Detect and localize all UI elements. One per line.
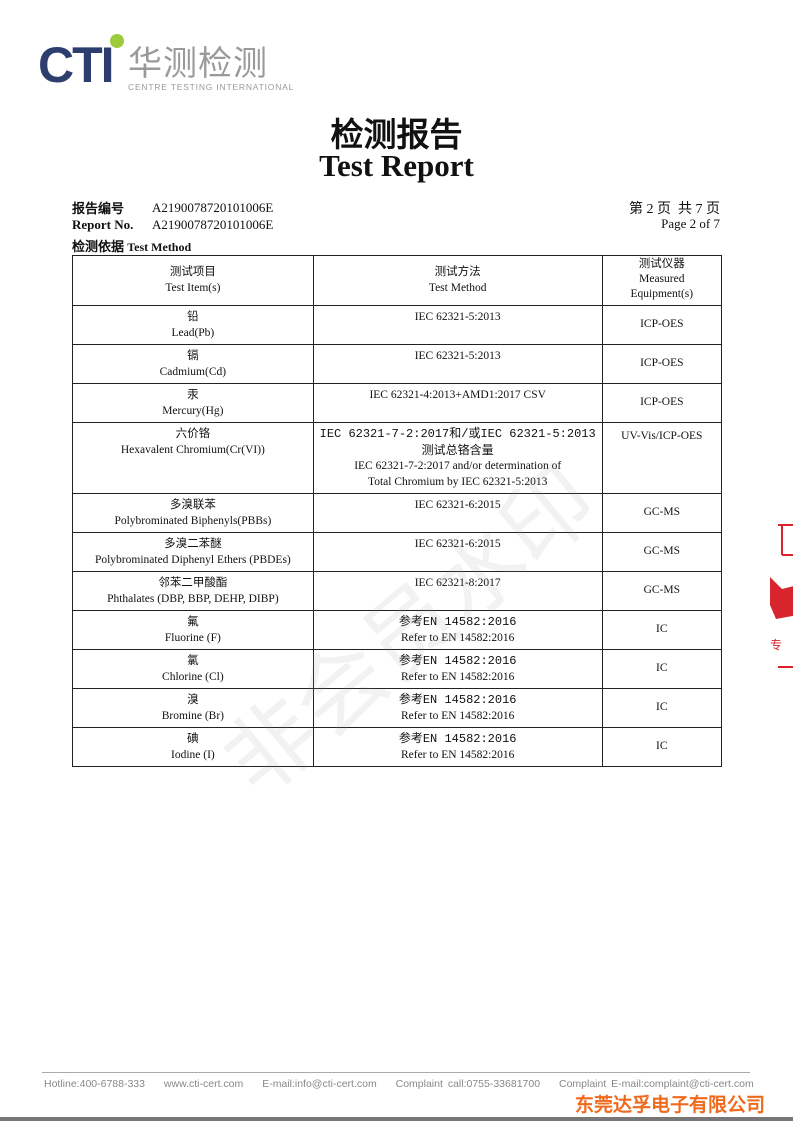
equipment-cell: ICP-OES [601, 383, 723, 423]
table-row: 汞 Mercury(Hg) IEC 62321-4:2013+AMD1:2017 … [72, 383, 723, 423]
equipment-cell: IC [601, 649, 723, 689]
test-item-cell: 溴 Bromine (Br) [72, 688, 314, 728]
test-item-cell: 铅 Lead(Pb) [72, 305, 314, 345]
table-header-row: 测试项目 Test Item(s) 测试方法 Test Method 测试仪器 Mea… [72, 255, 723, 306]
footer-divider [42, 1072, 750, 1073]
bottom-bar [0, 1117, 793, 1121]
svg-text:专: 专 [770, 637, 782, 652]
equipment-cell: GC-MS [601, 493, 723, 533]
equipment-cell: IC [601, 727, 723, 767]
test-item-cell: 镉 Cadmium(Cd) [72, 344, 314, 384]
table-row: 多溴联苯 Polybrominated Biphenyls(PBBs) IEC 6… [72, 493, 723, 533]
title-en: Test Report [319, 148, 474, 183]
test-item-cell: 多溴二苯醚 Polybrominated Diphenyl Ethers (PBD… [72, 532, 314, 572]
title-cn: 检测报告 [330, 118, 463, 154]
report-no-value-en: A2190078720101006E [152, 217, 274, 232]
report-no-label-cn: 报告编号 [72, 202, 125, 217]
test-method-cell: IEC 62321-7-2:2017和/或IEC 62321-5:2013 测试总… [312, 422, 603, 494]
test-method-cell: 参考EN 14582:2016 Refer to EN 14582:2016 [312, 610, 603, 650]
table-row: 氯 Chlorine (Cl) 参考EN 14582:2016 Refer to E… [72, 649, 723, 689]
logo-dot [110, 34, 124, 48]
table-row: 镉 Cadmium(Cd) IEC 62321-5:2013 ICP-OES [72, 344, 723, 384]
report-no-value-cn: A2190078720101006E [152, 200, 274, 215]
table-row: 多溴二苯醚 Polybrominated Diphenyl Ethers (PBD… [72, 532, 723, 572]
test-method-table: 测试项目 Test Item(s) 测试方法 Test Method 测试仪器 Mea… [72, 255, 723, 767]
table-row: 碘 Iodine (I) 参考EN 14582:2016 Refer to EN 1… [72, 727, 723, 767]
red-stamp-partial: 专 [770, 524, 793, 668]
test-method-cell: IEC 62321-8:2017 [312, 571, 603, 611]
test-method-cell: 参考EN 14582:2016 Refer to EN 14582:2016 [312, 649, 603, 689]
test-method-cell: IEC 62321-5:2013 [312, 344, 603, 384]
page-number-en: Page 2 of 7 [661, 216, 720, 231]
test-item-cell: 氟 Fluorine (F) [72, 610, 314, 650]
test-item-cell: 碘 Iodine (I) [72, 727, 314, 767]
test-method-cell: 参考EN 14582:2016 Refer to EN 14582:2016 [312, 688, 603, 728]
equipment-cell: GC-MS [601, 532, 723, 572]
equipment-cell: GC-MS [601, 571, 723, 611]
test-method-cell: 参考EN 14582:2016 Refer to EN 14582:2016 [312, 727, 603, 767]
equipment-cell: IC [601, 688, 723, 728]
report-no-label-en: Report No. [72, 217, 134, 232]
test-item-cell: 多溴联苯 Polybrominated Biphenyls(PBBs) [72, 493, 314, 533]
test-method-cell: IEC 62321-4:2013+AMD1:2017 CSV [312, 383, 603, 423]
equipment-cell: IC [601, 610, 723, 650]
test-item-cell: 氯 Chlorine (Cl) [72, 649, 314, 689]
test-item-cell: 六价铬 Hexavalent Chromium(Cr(VI)) [72, 422, 314, 494]
test-method-cell: IEC 62321-5:2013 [312, 305, 603, 345]
test-method-cell: IEC 62321-6:2015 [312, 493, 603, 533]
equipment-cell: ICP-OES [601, 344, 723, 384]
test-method-cell: IEC 62321-6:2015 [312, 532, 603, 572]
page-number-cn: 第 2 页 共 7 页 [629, 202, 720, 217]
cti-logo: CTI 华测检测 CENTRE TESTING INTERNATIONAL [38, 34, 298, 94]
table-row: 氟 Fluorine (F) 参考EN 14582:2016 Refer to EN… [72, 610, 723, 650]
equipment-cell: UV-Vis/ICP-OES [601, 422, 723, 494]
section-heading: 检测依据 Test Method [72, 240, 192, 255]
table-row: 溴 Bromine (Br) 参考EN 14582:2016 Refer to EN… [72, 688, 723, 728]
footer: Hotline:400-6788-333 www.cti-cert.com E-… [44, 1078, 754, 1090]
equipment-cell: ICP-OES [601, 305, 723, 345]
company-name: 东莞达孚电子有限公司 [575, 1094, 766, 1116]
table-row: 六价铬 Hexavalent Chromium(Cr(VI)) IEC 62321… [72, 422, 723, 494]
test-item-cell: 邻苯二甲酸酯 Phthalates (DBP, BBP, DEHP, DIBP) [72, 571, 314, 611]
table-row: 铅 Lead(Pb) IEC 62321-5:2013 ICP-OES [72, 305, 723, 345]
table-row: 邻苯二甲酸酯 Phthalates (DBP, BBP, DEHP, DIBP) … [72, 571, 723, 611]
test-item-cell: 汞 Mercury(Hg) [72, 383, 314, 423]
